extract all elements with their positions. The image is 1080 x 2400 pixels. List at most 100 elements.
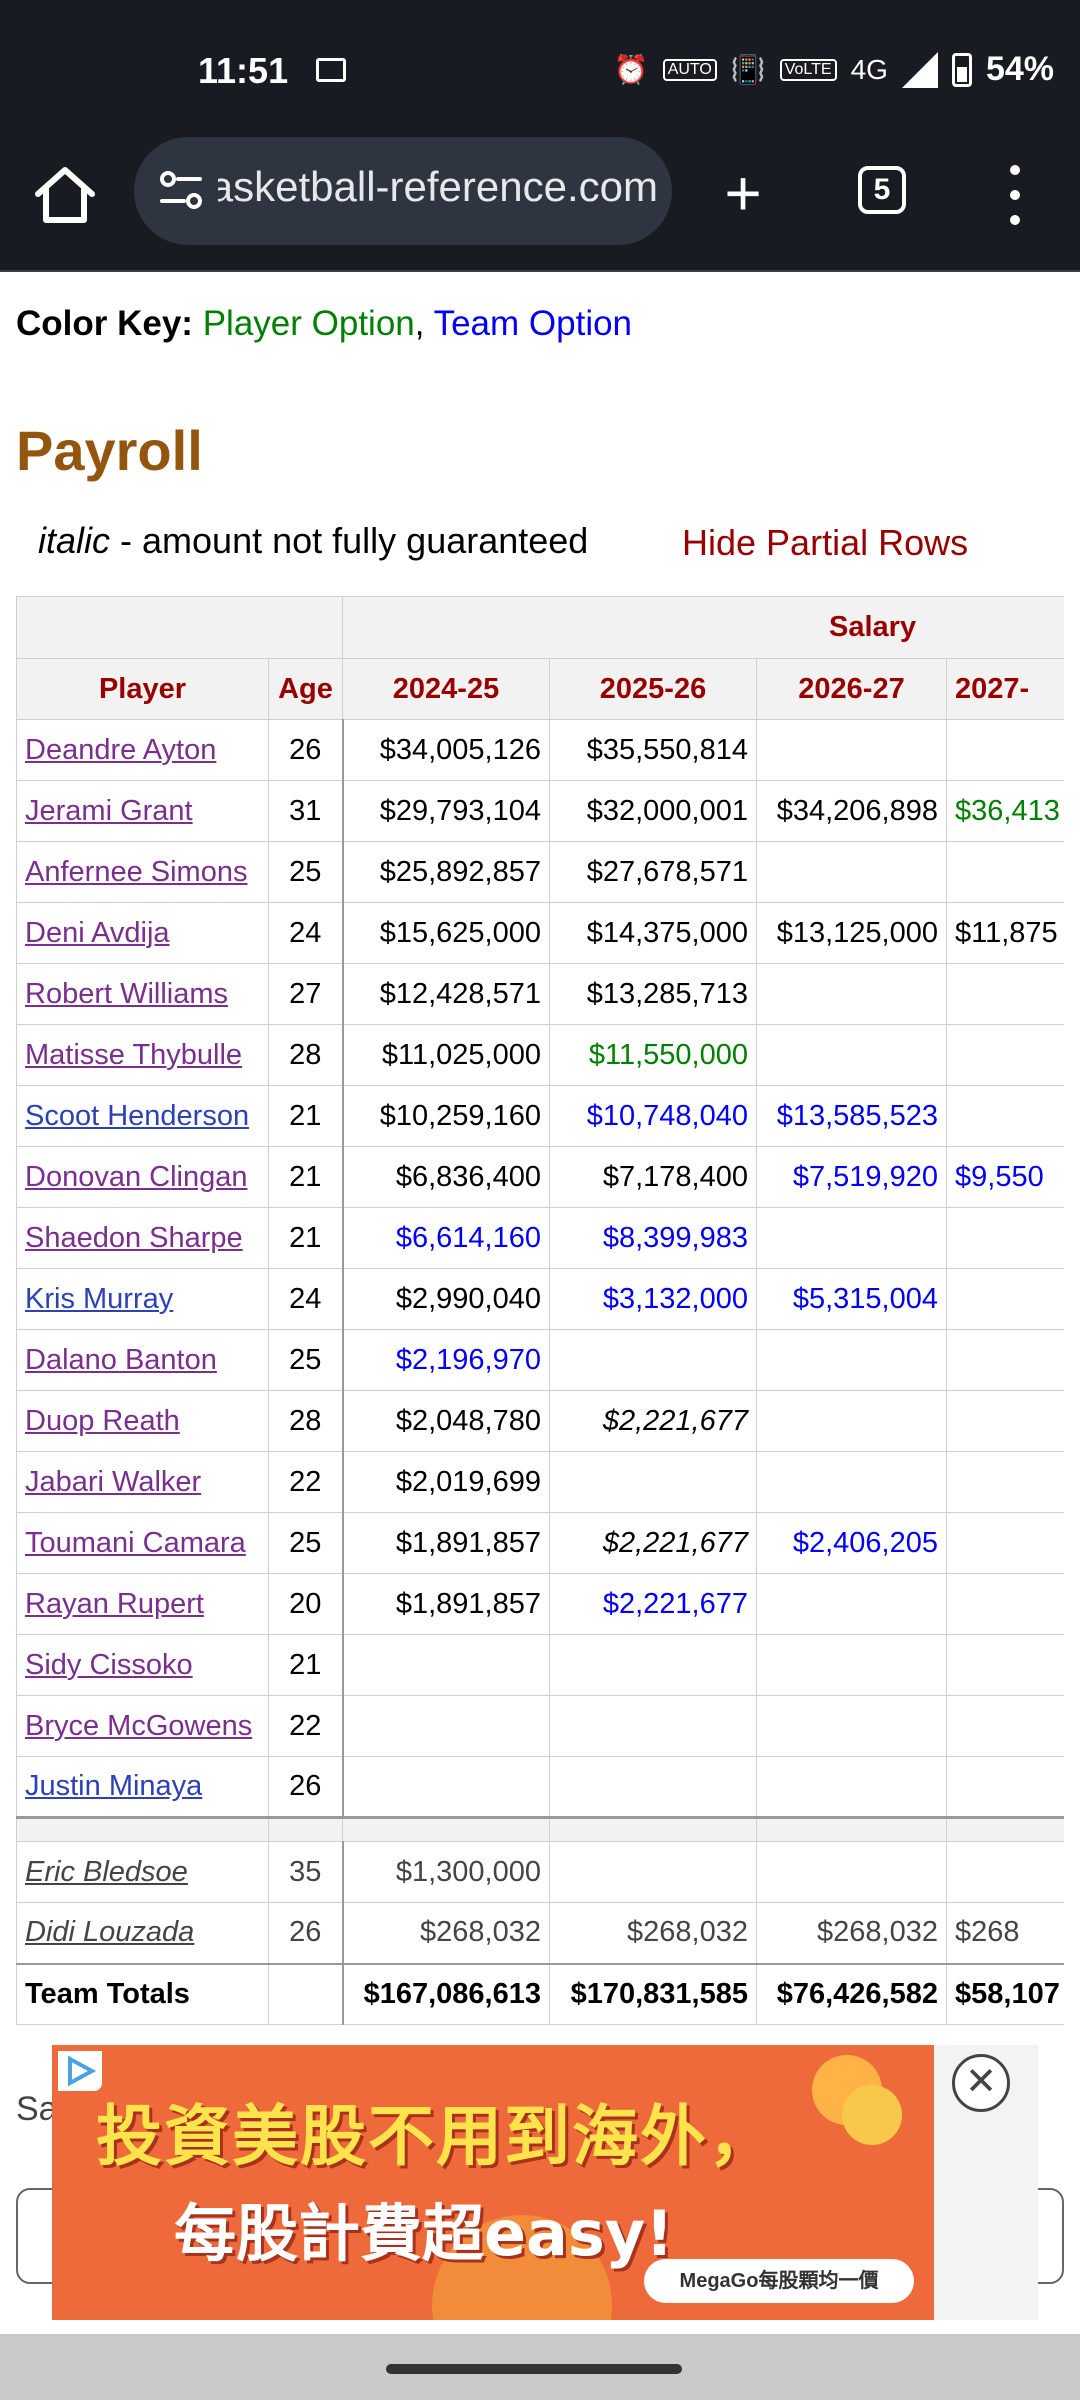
salary-cell: [945, 1756, 1064, 1818]
totals-cell: $58,107: [945, 1962, 1064, 2025]
player-link[interactable]: Duop Reath: [25, 1404, 180, 1437]
salary-cell: [945, 963, 1064, 1025]
table-row: Dalano Banton 25 $2,196,970: [16, 1329, 1064, 1391]
salary-cell: [549, 1756, 757, 1818]
column-header-age[interactable]: Age: [268, 658, 343, 720]
url-text[interactable]: basketball-reference.com: [218, 163, 658, 210]
payroll-table-scroll[interactable]: Salary Player Age 2024-25 2025-26 2026-2…: [16, 596, 1064, 2046]
player-link[interactable]: Jerami Grant: [25, 794, 193, 827]
table-row: Donovan Clingan 21 $6,836,400 $7,178,400 $7,…: [16, 1146, 1064, 1208]
player-link[interactable]: Justin Minaya: [25, 1770, 203, 1802]
salary-cell: $7,178,400: [549, 1146, 757, 1208]
column-header-2024-25[interactable]: 2024-25: [342, 658, 550, 720]
salary-cell: $2,221,677: [549, 1390, 757, 1452]
payroll-table: Salary Player Age 2024-25 2025-26 2026-2…: [16, 596, 1064, 2025]
player-link[interactable]: Bryce McGowens: [25, 1709, 253, 1742]
totals-cell: $170,831,585: [549, 1962, 757, 2025]
new-tab-button[interactable]: +: [724, 157, 762, 229]
status-icons: ⏰ AUTO 📳 VoLTE 4G 54%: [614, 50, 1054, 89]
address-bar[interactable]: basketball-reference.com: [134, 137, 672, 245]
player-link[interactable]: Anfernee Simons: [25, 855, 248, 888]
player-link[interactable]: Donovan Clingan: [25, 1160, 248, 1193]
table-row-dead-money: Didi Louzada 26 $268,032 $268,032 $268,032 $2…: [16, 1902, 1064, 1964]
table-row: Scoot Henderson 21 $10,259,160 $10,748,040 $…: [16, 1085, 1064, 1147]
salary-cell: $2,221,677: [549, 1573, 757, 1635]
player-link[interactable]: Toumani Camara: [25, 1526, 246, 1559]
player-link[interactable]: Robert Williams: [25, 977, 229, 1010]
age-cell: 25: [268, 841, 344, 903]
salary-cell: $1,891,857: [342, 1573, 550, 1635]
italic-note-text: - amount not fully guaranteed: [110, 520, 589, 561]
salary-cell: $10,748,040: [549, 1085, 757, 1147]
player-link[interactable]: Kris Murray: [25, 1282, 174, 1315]
salary-cell: $11,875: [945, 902, 1064, 964]
table-row: Shaedon Sharpe 21 $6,614,160 $8,399,983: [16, 1207, 1064, 1269]
player-link[interactable]: Deandre Ayton: [25, 733, 217, 766]
player-link[interactable]: Sidy Cissoko: [25, 1648, 193, 1681]
color-key-label: Color Key:: [16, 304, 193, 343]
player-link[interactable]: Matisse Thybulle: [25, 1038, 243, 1071]
site-settings-icon[interactable]: [152, 161, 212, 221]
age-cell: 21: [268, 1207, 344, 1269]
table-row-dead-money: Eric Bledsoe 35 $1,300,000: [16, 1841, 1064, 1903]
alarm-icon: ⏰: [613, 54, 649, 85]
salary-cell: $5,315,004: [756, 1268, 947, 1330]
salary-cell: $13,285,713: [549, 963, 757, 1025]
salary-cell: [342, 1756, 550, 1818]
salary-cell: [756, 1756, 947, 1818]
player-link[interactable]: Scoot Henderson: [25, 1099, 250, 1132]
column-header-2027-28[interactable]: 2027-: [945, 658, 1064, 720]
table-row: Kris Murray 24 $2,990,040 $3,132,000 $5,315,…: [16, 1268, 1064, 1330]
battery-percent: 54%: [985, 50, 1054, 88]
age-cell: 26: [268, 1756, 344, 1818]
home-gesture-handle[interactable]: [386, 2364, 682, 2374]
salary-cell: $14,375,000: [549, 902, 757, 964]
ad-choices-icon[interactable]: [58, 2051, 102, 2091]
hide-partial-rows-button[interactable]: Hide Partial Rows: [682, 522, 969, 563]
table-row: Jabari Walker 22 $2,019,699: [16, 1451, 1064, 1513]
player-link[interactable]: Eric Bledsoe: [25, 1855, 188, 1888]
separator-cell: [756, 1816, 947, 1842]
salary-cell: [945, 1268, 1064, 1330]
home-icon[interactable]: [30, 160, 100, 230]
salary-cell: $2,990,040: [342, 1268, 550, 1330]
ad-banner[interactable]: 投資美股不用到海外， 每股計費超easy! MegaGo每股顆均一價: [52, 2045, 934, 2320]
player-link[interactable]: Didi Louzada: [25, 1916, 195, 1949]
ad-headline: 投資美股不用到海外，: [96, 2098, 776, 2175]
player-option-key: Player Option: [202, 304, 415, 343]
column-header-player[interactable]: Player: [16, 658, 269, 720]
salary-cell: [756, 1329, 947, 1391]
player-link[interactable]: Rayan Rupert: [25, 1587, 204, 1620]
salary-cell: [342, 1695, 550, 1757]
salary-cell: $13,125,000: [756, 902, 947, 964]
column-header-2026-27[interactable]: 2026-27: [756, 658, 947, 720]
totals-cell: $167,086,613: [342, 1962, 550, 2025]
player-link[interactable]: Shaedon Sharpe: [25, 1221, 243, 1254]
more-menu-icon[interactable]: [995, 160, 1035, 230]
table-row: Jerami Grant 31 $29,793,104 $32,000,001 $34,…: [16, 780, 1064, 842]
salary-cell: [945, 1085, 1064, 1147]
player-link[interactable]: Deni Avdija: [25, 916, 170, 949]
salary-cell: [945, 1451, 1064, 1513]
salary-cell: [945, 1841, 1064, 1903]
color-key: Color Key: Player Option, Team Option: [16, 304, 632, 344]
salary-cell: [549, 1634, 757, 1696]
separator-cell: [268, 1816, 343, 1842]
salary-cell: $34,005,126: [342, 719, 550, 781]
table-row: Deandre Ayton 26 $34,005,126 $35,550,814: [16, 719, 1064, 781]
salary-cell: $268,032: [756, 1902, 947, 1964]
salary-cell: $3,132,000: [549, 1268, 757, 1330]
salary-cell: $35,550,814: [549, 719, 757, 781]
player-link[interactable]: Jabari Walker: [25, 1465, 202, 1498]
network-type-icon: 4G: [850, 53, 888, 85]
player-link[interactable]: Dalano Banton: [25, 1343, 217, 1376]
tab-switcher-button[interactable]: 5: [858, 166, 906, 214]
salary-cell: [756, 1451, 947, 1513]
salary-cell: [756, 1841, 947, 1903]
age-cell: 26: [268, 719, 344, 781]
column-header-2025-26[interactable]: 2025-26: [549, 658, 757, 720]
age-cell: 35: [268, 1841, 344, 1903]
salary-cell: $1,300,000: [342, 1841, 550, 1903]
status-bar: 11:51 ⏰ AUTO 📳 VoLTE 4G 54%: [0, 0, 1080, 130]
ad-close-button[interactable]: ✕: [952, 2054, 1010, 2112]
